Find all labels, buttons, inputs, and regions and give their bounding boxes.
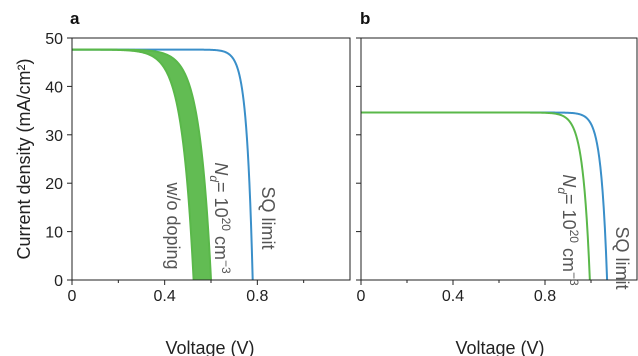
panel-b-sq-label: SQ limit [612,227,632,290]
panel-a-series [72,48,254,281]
panel-b-xlabel: Voltage (V) [455,338,544,356]
x-tick-label: 0.4 [154,288,176,305]
nd-mid: = 10 [559,194,579,230]
nd-unit: cm [211,231,231,260]
panel-a-ylabel: Current density (mA/cm²) [14,58,34,259]
nd-unit-exp: −3 [567,272,581,286]
y-tick-label: 50 [45,31,63,48]
nd-unit-exp: −3 [219,260,233,274]
panel-a-doping-band [72,49,211,281]
nd-exp: 20 [567,230,581,244]
y-tick-label: 30 [45,128,63,145]
panel-a-frame [71,37,351,281]
x-tick-label: 0.8 [246,288,268,305]
panel-a-wo-label: w/o doping [163,181,183,269]
panel-a-nd-label: Nd= 1020 cm−3 [207,162,233,274]
y-tick-label: 10 [45,225,63,242]
series-line [361,111,591,281]
panel-b: b 0 0.4 0.8 Voltage (V) SQ limit Nd= 1020 … [356,9,638,356]
doping-range-band [72,49,211,281]
x-tick-label: 0.4 [442,288,464,305]
panel-a: a 0 0.4 0.8 0 10 20 30 40 50 Voltage (V) Current… [14,9,351,356]
x-tick-label: 0 [357,288,366,305]
nd-base: N [559,174,579,188]
panel-b-nd-label: Nd= 1020 cm−3 [555,174,581,286]
y-tick-label: 20 [45,176,63,193]
nd-sub: d [555,187,569,194]
panel-b-letter: b [360,9,370,28]
nd-base: N [211,162,231,176]
series-line [72,48,212,281]
panel-a-sq-label: SQ limit [258,187,278,250]
nd-sub: d [207,175,221,182]
nd-mid: = 10 [211,182,231,218]
panel-a-xlabel: Voltage (V) [165,338,254,356]
panel-b-series [361,111,609,281]
panel-b-frame [360,37,638,281]
panel-b-ticks: 0 0.4 0.8 [356,37,592,305]
panel-a-letter: a [70,9,80,28]
y-tick-label: 0 [54,273,63,290]
x-tick-label: 0 [68,288,77,305]
nd-unit: cm [559,243,579,272]
nd-exp: 20 [219,218,233,232]
panel-a-ticks: 0 0.4 0.8 0 10 20 30 40 50 [45,31,305,305]
y-tick-label: 40 [45,79,63,96]
x-tick-label: 0.8 [534,288,556,305]
